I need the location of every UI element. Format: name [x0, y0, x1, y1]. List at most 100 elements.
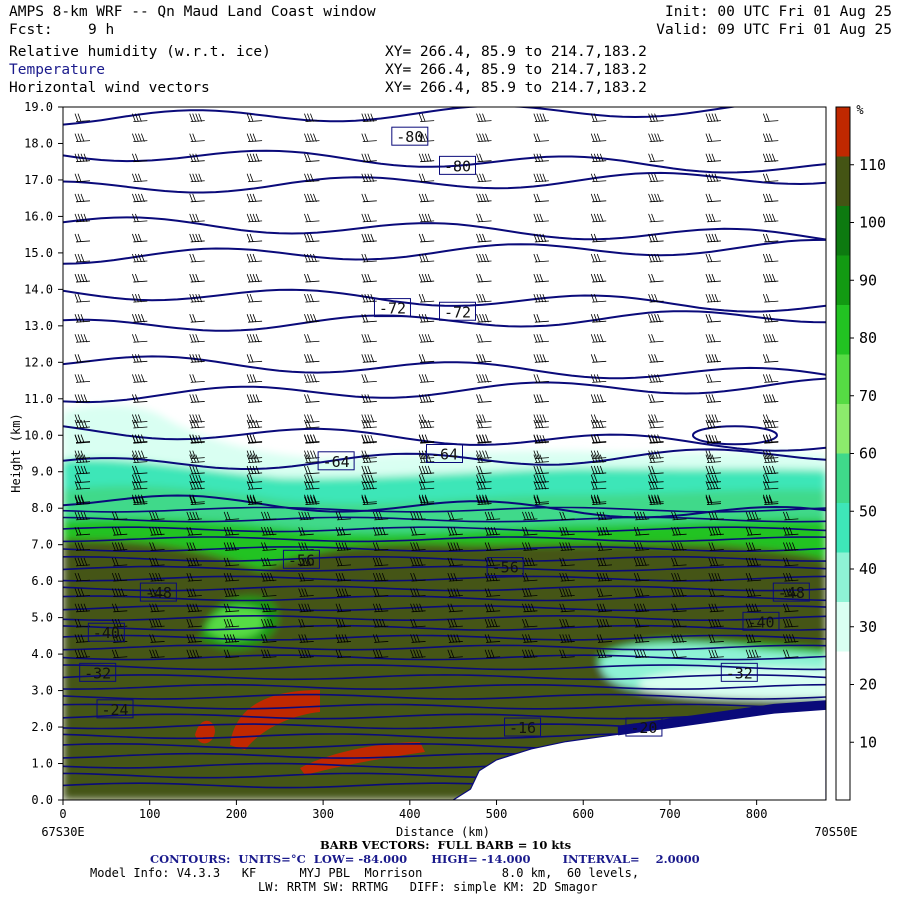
- wind-barb-flag: [189, 233, 194, 243]
- wind-barb-flag: [252, 434, 257, 443]
- x-tick-label: 300: [312, 807, 334, 821]
- wind-barb-flag: [418, 414, 423, 423]
- wind-barb-flag: [298, 603, 303, 612]
- wind-barb-flag: [249, 113, 254, 122]
- wind-barb-flag: [246, 113, 251, 122]
- wind-barb-flag: [77, 113, 82, 122]
- wind-barb-flag: [714, 233, 719, 243]
- temperature-contour-line: [63, 238, 826, 265]
- wind-barb-flag: [418, 354, 423, 363]
- wind-barb-flag: [751, 557, 756, 566]
- wind-barb-flag: [77, 618, 82, 628]
- wind-barb-flag: [83, 153, 88, 162]
- wind-barb-flag: [361, 273, 366, 283]
- wind-barb-flag: [246, 465, 251, 475]
- wind-barb-flag: [77, 394, 82, 403]
- wind-barb-flag: [593, 193, 598, 202]
- wind-barb-flag: [189, 113, 194, 122]
- wind-barb-flag: [304, 113, 308, 122]
- wind-barb-flag: [298, 618, 303, 628]
- wind-barb-flag: [298, 634, 303, 643]
- wind-barb-flag: [708, 314, 713, 323]
- wind-barb-flag: [418, 193, 423, 202]
- wind-barb-flag: [364, 314, 369, 323]
- wind-barb-flag: [367, 354, 372, 363]
- wind-barb-flag: [131, 414, 136, 423]
- wind-barb-flag: [482, 173, 486, 182]
- wind-barb-flag: [424, 465, 429, 475]
- wind-barb-flag: [77, 419, 82, 429]
- wind-barb-flag: [137, 113, 142, 122]
- wind-barb-flag: [705, 273, 710, 283]
- wind-barb-flag: [313, 496, 317, 505]
- temperature-label: -64: [323, 453, 350, 471]
- wind-barb-flag: [261, 603, 265, 612]
- wind-barb-flag: [559, 542, 564, 551]
- wind-barb-flag: [599, 465, 604, 475]
- wind-barb-flag: [590, 496, 595, 505]
- wind-barb-flag: [192, 153, 197, 162]
- temperature-label: -56: [492, 559, 519, 577]
- wind-barb-flag: [80, 649, 85, 658]
- wind-barb-flag: [310, 253, 314, 263]
- wind-barb-flag: [361, 374, 366, 383]
- wind-barb-flag: [335, 557, 340, 566]
- wind-barb-flag: [249, 494, 254, 503]
- wind-barb-flag: [249, 465, 254, 475]
- wind-barb-flag: [249, 496, 254, 505]
- wind-barb-flag: [229, 542, 234, 551]
- wind-barb-flag: [416, 649, 420, 658]
- wind-barb-flag: [198, 233, 203, 243]
- wind-barb-flag: [418, 494, 423, 503]
- wind-barb-flag: [155, 511, 159, 521]
- wind-barb-flag: [651, 173, 655, 182]
- wind-barb-flag: [195, 414, 200, 423]
- wind-barb-flag: [307, 153, 311, 162]
- wind-barb-flag: [479, 494, 483, 503]
- wind-barb-flag: [114, 588, 119, 597]
- wind-barb-flag: [189, 494, 194, 503]
- wind-barb-flag: [152, 603, 156, 612]
- wind-barb-flag: [114, 573, 119, 582]
- temperature-label: -80: [396, 128, 423, 146]
- wind-barb-flag: [131, 253, 136, 263]
- wind-barb-flag: [654, 354, 658, 363]
- wind-barb-flag: [762, 233, 767, 243]
- wind-barb-flag: [229, 618, 234, 628]
- wind-barb-flag: [708, 618, 713, 628]
- wind-barb-flag: [602, 511, 607, 521]
- wind-barb-flag: [307, 481, 311, 490]
- wind-barb-flag: [192, 253, 197, 263]
- wind-barb-flag: [131, 293, 136, 303]
- wind-barb-flag: [410, 511, 414, 521]
- wind-barb-flag: [450, 511, 455, 521]
- wind-barb-flag: [705, 173, 710, 182]
- wind-barb-flag: [335, 511, 340, 521]
- y-tick-label: 8.0: [31, 501, 53, 515]
- wind-barb-flag: [361, 334, 366, 343]
- wind-barb-flag: [708, 293, 713, 303]
- wind-barb-flag: [450, 588, 455, 597]
- wind-barb-flag: [137, 293, 142, 303]
- wind-barb-flag: [602, 603, 607, 612]
- y-tick-label: 6.0: [31, 574, 53, 588]
- wind-barb-flag: [307, 193, 311, 202]
- colorbar-tick-label: 70: [859, 387, 877, 405]
- wind-barb-flag: [189, 133, 194, 142]
- wind-barb-flag: [562, 573, 567, 582]
- wind-barb-flag: [301, 618, 306, 628]
- wind-barb-flag: [364, 496, 369, 505]
- wind-barb-flag: [593, 334, 598, 343]
- wind-barb-flag: [783, 557, 787, 566]
- wind-barb-flag: [372, 511, 377, 521]
- wind-barb-flag: [372, 603, 377, 612]
- wind-barb-flag: [680, 634, 684, 643]
- wind-barb-flag: [542, 481, 547, 490]
- wind-barb-flag: [476, 496, 480, 505]
- wind-barb-flag: [450, 557, 455, 566]
- wind-barb-flag: [186, 511, 191, 521]
- y-tick-label: 13.0: [24, 319, 53, 333]
- wind-barb-flag: [765, 314, 770, 323]
- wind-barb-flag: [596, 253, 601, 263]
- wind-barb-flag: [590, 334, 595, 343]
